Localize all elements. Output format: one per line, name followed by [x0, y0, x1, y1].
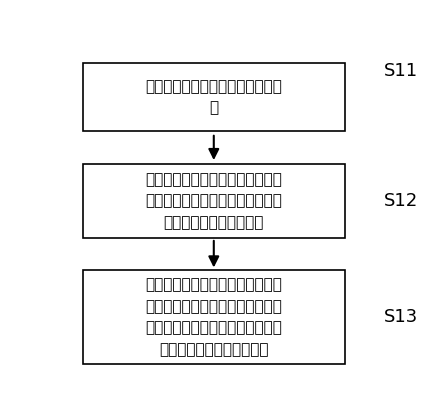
- FancyBboxPatch shape: [83, 270, 345, 364]
- FancyBboxPatch shape: [83, 63, 345, 131]
- Text: S11: S11: [384, 63, 418, 80]
- Text: S12: S12: [384, 192, 418, 210]
- Text: 根据电池单次充电容量预测模型得
到电池单次充电预测容量，将电池
单次充电预测容量除以电池原始容
量作为电池健康度评估模型: 根据电池单次充电容量预测模型得 到电池单次充电预测容量，将电池 单次充电预测容量…: [145, 277, 282, 357]
- FancyBboxPatch shape: [83, 163, 345, 238]
- Text: 在线建立电池单次充电容量预测模
型: 在线建立电池单次充电容量预测模 型: [145, 79, 282, 116]
- Text: 建立电池全生命周期档案，根据电
池全生命周期档案中的数据矫正电
池单次充电容量预测模型: 建立电池全生命周期档案，根据电 池全生命周期档案中的数据矫正电 池单次充电容量预…: [145, 172, 282, 230]
- Text: S13: S13: [384, 308, 418, 326]
